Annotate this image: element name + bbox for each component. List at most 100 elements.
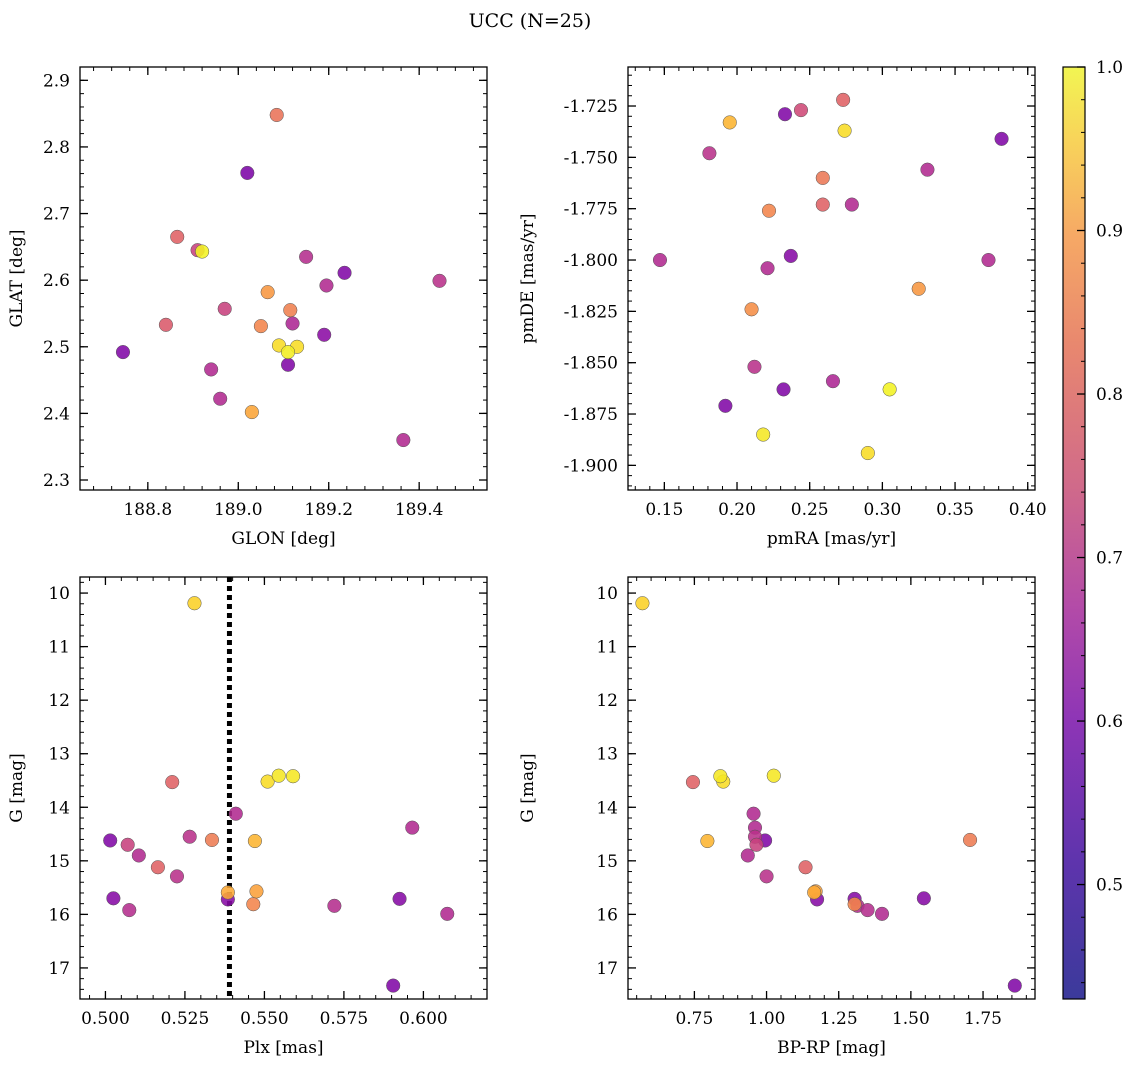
data-point (635, 596, 650, 611)
data-point (847, 897, 862, 912)
x-tick-label: 0.525 (161, 1009, 210, 1029)
data-point (319, 278, 334, 293)
y-tick-label: 13 (596, 745, 618, 765)
x-tick-label: 189.2 (304, 500, 353, 520)
panel-pmra-pmde: 0.15 0.20 0.25 0.30 0.35 0.40 -1.725 -1.750 -1.7… (518, 66, 1047, 549)
data-point (122, 903, 137, 918)
data-point (217, 301, 232, 316)
y-tick-label: -1.725 (564, 97, 618, 117)
data-point (182, 829, 197, 844)
x-tick-label: 1.50 (892, 1009, 930, 1029)
data-point (280, 345, 296, 360)
y-tick-label: -1.875 (564, 405, 618, 425)
x-tick-label: 0.40 (1009, 500, 1047, 520)
data-point (760, 261, 775, 276)
data-point (837, 123, 852, 138)
y-tick-label: 12 (596, 691, 618, 711)
data-point (150, 860, 165, 875)
y-tick-label: 2.4 (43, 404, 70, 424)
panel-bprp-g: 0.75 1.00 1.25 1.50 1.75 10 11 12 13 14 15 16 17 BP-R… (518, 576, 1036, 1058)
y-tick-label: 17 (596, 959, 618, 979)
data-point (271, 768, 286, 783)
data-point (713, 769, 728, 784)
data-point (317, 327, 332, 342)
data-point (244, 405, 259, 420)
data-point (1007, 978, 1022, 993)
data-point (260, 774, 275, 789)
data-point (327, 898, 342, 913)
data-point (793, 103, 809, 118)
x-tick-label: 0.500 (81, 1009, 130, 1029)
x-axis-label: pmRA [mas/yr] (767, 529, 896, 549)
y-tick-label: 13 (48, 745, 70, 765)
y-tick-label: -1.825 (564, 302, 618, 322)
data-point (228, 806, 243, 821)
data-point (220, 885, 235, 900)
y-tick-label: 15 (596, 852, 618, 872)
data-point (246, 897, 261, 912)
data-point (213, 391, 228, 406)
data-point (722, 115, 737, 130)
data-point (249, 884, 264, 899)
x-tick-label: 188.8 (123, 500, 172, 520)
x-tick-label: 0.550 (240, 1009, 289, 1029)
y-tick-label: 14 (48, 798, 70, 818)
data-point (169, 869, 185, 884)
data-point (744, 302, 759, 317)
colorbar-tick-label: 0.9 (1096, 222, 1123, 242)
data-point (204, 832, 220, 847)
colorbar-tick-label: 0.5 (1096, 876, 1123, 896)
x-tick-label: 0.30 (863, 500, 901, 520)
data-point (396, 432, 411, 448)
data-point (807, 885, 822, 900)
data-point (718, 398, 733, 413)
plot-frame (79, 576, 488, 1000)
data-point (874, 906, 890, 921)
data-point (740, 848, 755, 863)
data-point (103, 833, 118, 848)
data-point (253, 319, 268, 334)
y-axis-label: GLAT [deg] (7, 229, 27, 327)
y-tick-label: 2.5 (43, 338, 70, 358)
y-axis-label: pmDE [mas/yr] (518, 213, 538, 343)
x-tick-label: 0.75 (675, 1009, 713, 1029)
x-tick-label: 0.15 (645, 500, 683, 520)
y-tick-label: 2.6 (43, 271, 70, 291)
data-point (747, 359, 762, 374)
colorbar-tick-label: 0.7 (1096, 549, 1123, 569)
y-tick-label: -1.900 (564, 456, 618, 476)
data-point (702, 146, 717, 161)
data-point (981, 252, 996, 268)
x-tick-label: 1.75 (964, 1009, 1002, 1029)
x-tick-label: 189.0 (214, 500, 263, 520)
colorbar-tick-label: 1.0 (1096, 58, 1123, 78)
data-point (815, 170, 830, 185)
data-point (299, 249, 314, 264)
colorbar: 0.5 0.6 0.7 0.8 0.9 1.0 (1062, 58, 1123, 1000)
data-point (115, 345, 131, 360)
figure-title: UCC (N=25) (469, 10, 592, 32)
y-tick-label: -1.850 (564, 354, 618, 374)
colorbar-gradient (1062, 66, 1086, 1000)
x-tick-label: 0.25 (791, 500, 829, 520)
data-point (165, 775, 180, 790)
data-point (963, 832, 978, 847)
data-point (187, 596, 202, 611)
colorbar-tick-label: 0.6 (1096, 712, 1123, 732)
data-point (798, 860, 813, 875)
plot-frame (627, 576, 1036, 1000)
data-point (860, 903, 875, 918)
data-point (815, 197, 830, 212)
x-tick-label: 0.575 (320, 1009, 369, 1029)
data-point (777, 107, 793, 122)
data-point (269, 107, 284, 123)
x-tick-label: 189.4 (395, 500, 444, 520)
data-point (844, 197, 859, 212)
data-point (158, 317, 173, 332)
data-point (285, 316, 300, 331)
x-tick-label: 0.35 (936, 500, 974, 520)
data-point (994, 131, 1009, 146)
y-tick-label: -1.775 (564, 200, 618, 220)
data-point (386, 978, 401, 993)
